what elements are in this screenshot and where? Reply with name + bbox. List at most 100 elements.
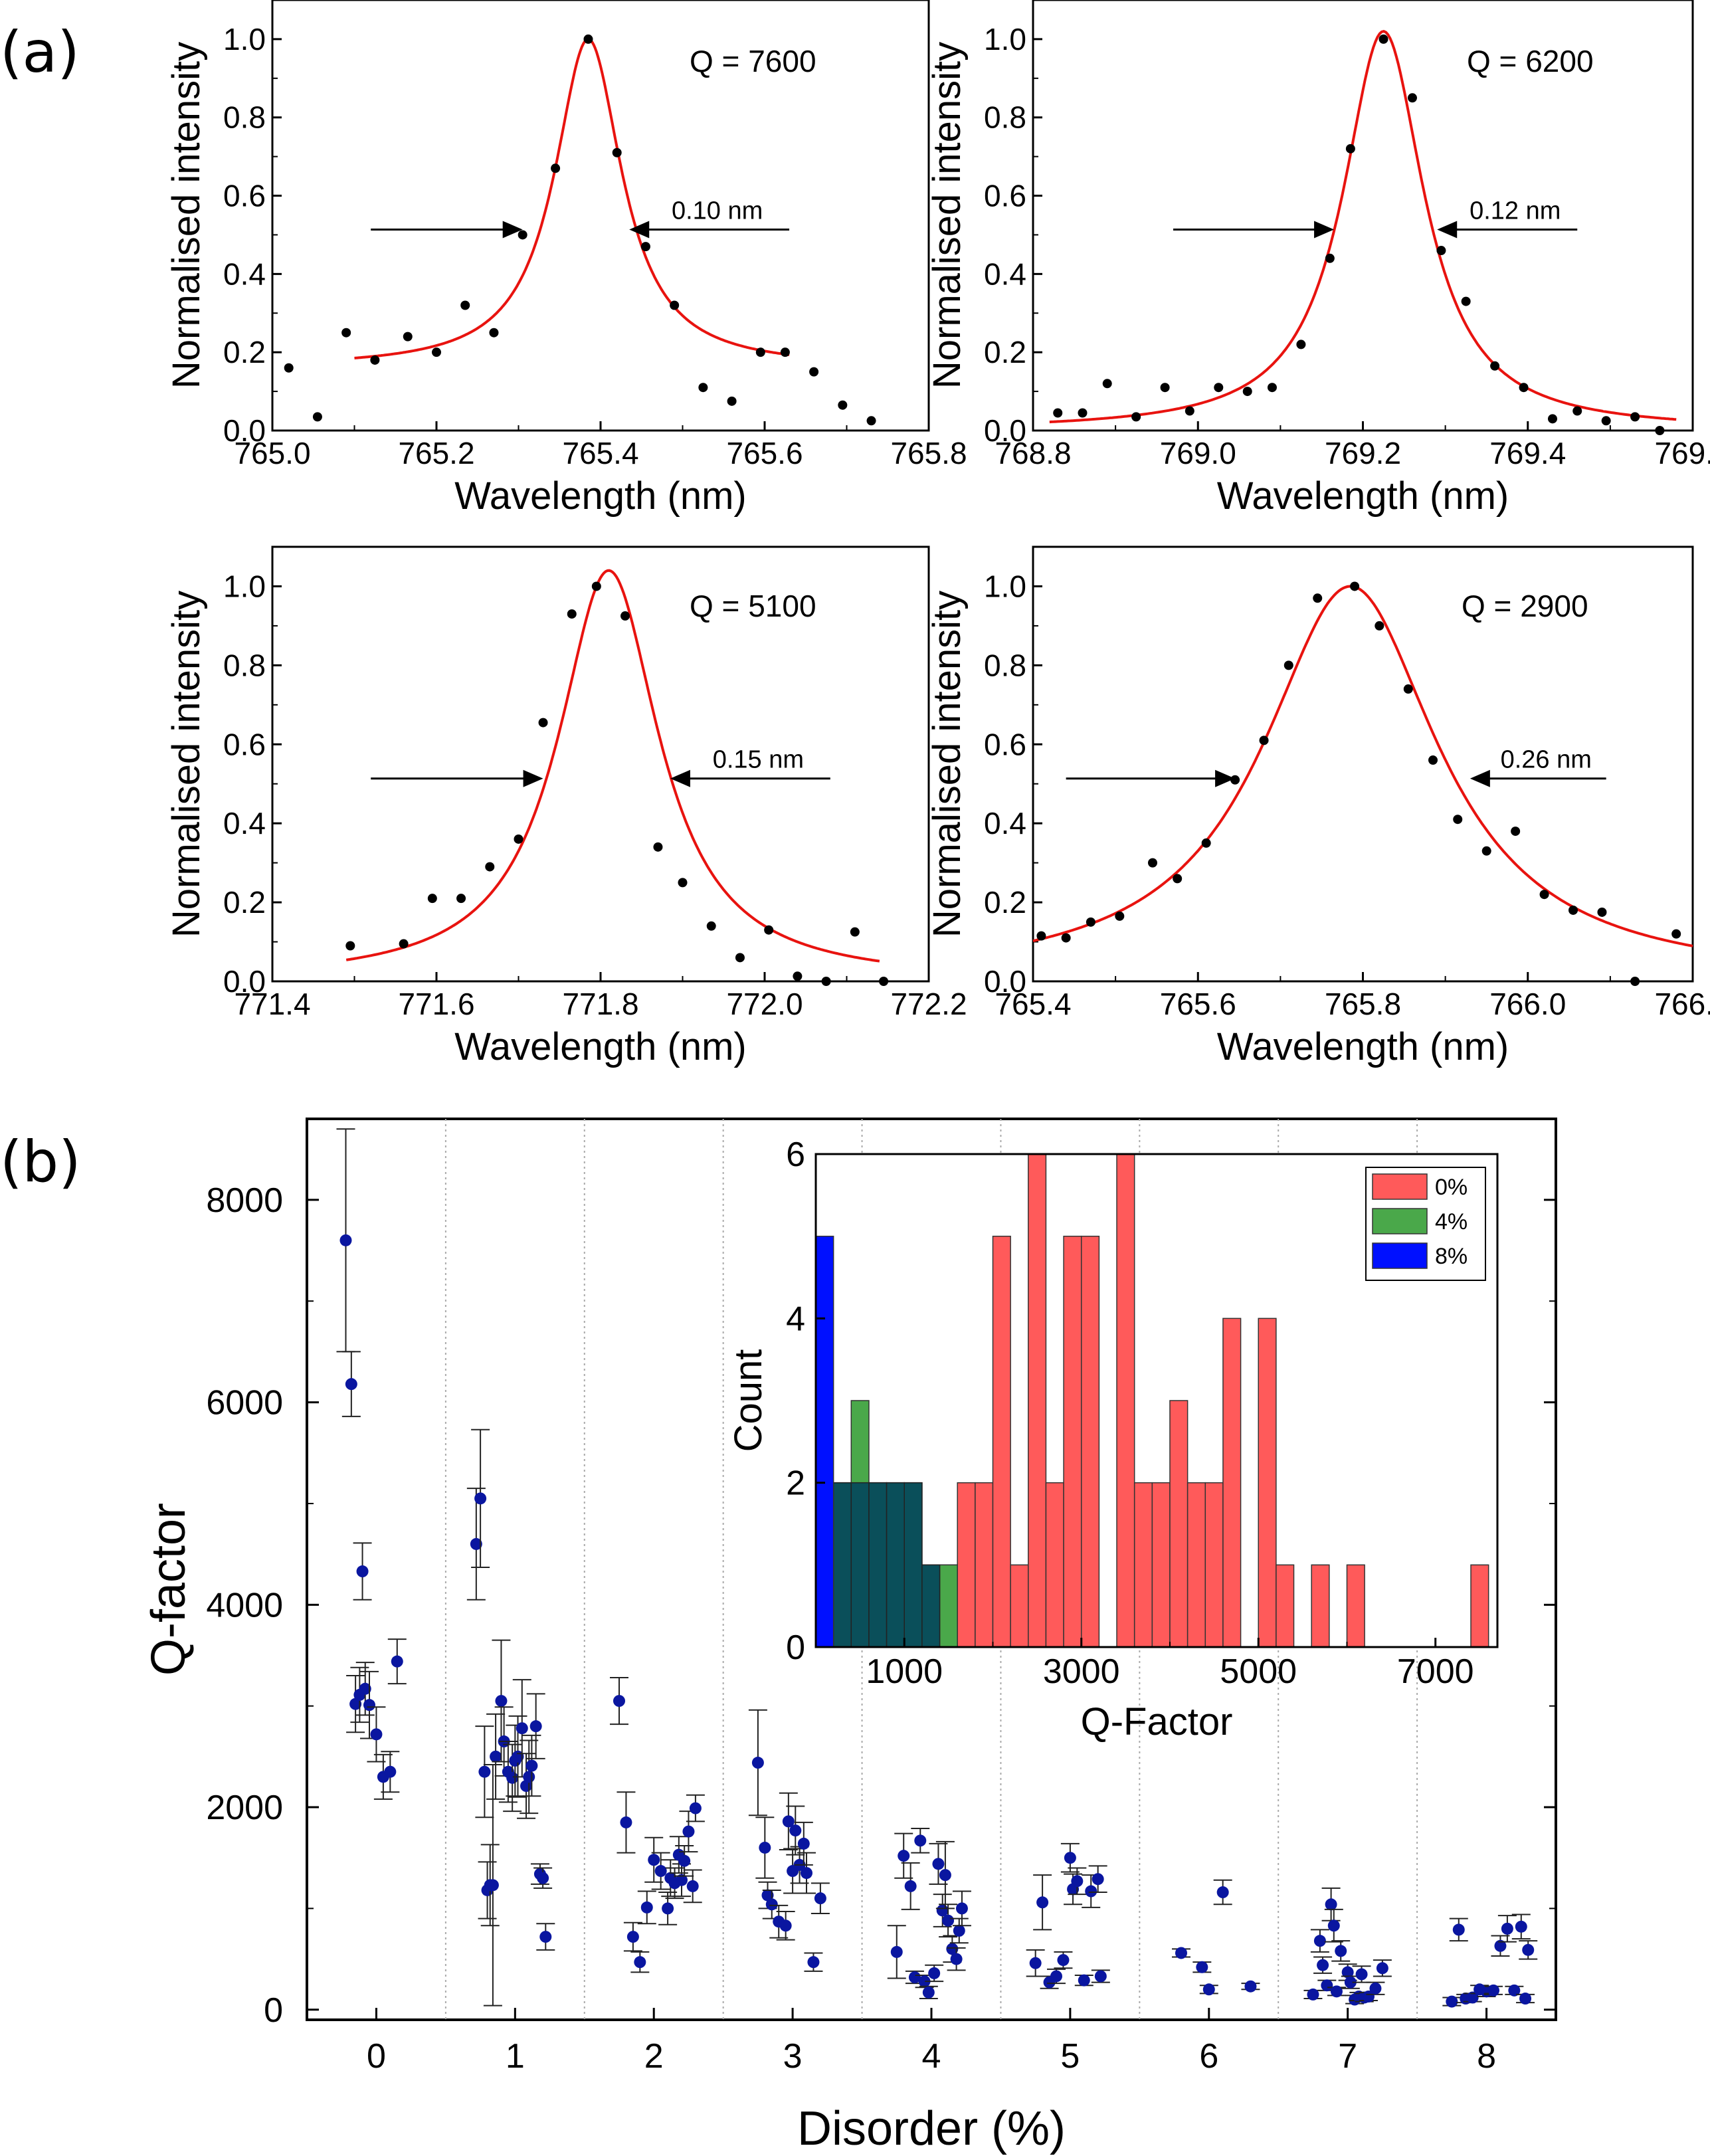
a3-data-point: [485, 862, 495, 872]
a2-xtick-label: 769.2: [1325, 436, 1401, 470]
b-data-point: [814, 1892, 826, 1905]
a2-data-point: [1601, 416, 1611, 426]
chart-a2: 768.8 769.0 769.2 769.4 769.6 0.0 0.2 0.4 0.6 0.8…: [925, 0, 1710, 518]
a3-data-point: [620, 611, 630, 621]
inset-xlabel: Q-Factor: [1081, 1700, 1233, 1743]
a4-data-point: [1147, 858, 1157, 868]
b-data-point: [1522, 1943, 1535, 1956]
b-data-point: [626, 1931, 639, 1943]
b-data-point: [1071, 1875, 1084, 1888]
b-data-point: [914, 1834, 927, 1847]
a4-data-point: [1453, 815, 1463, 825]
a3-data-point: [345, 941, 355, 951]
inset-bar-overlap: [868, 1482, 888, 1648]
b-data-point: [634, 1956, 646, 1969]
a4-xtick-label: 765.8: [1325, 987, 1401, 1021]
b-data-point: [539, 1931, 552, 1943]
a1-data-point: [284, 363, 294, 373]
a3-ytick-label: 0.6: [223, 727, 266, 761]
a2-data-point: [1519, 383, 1529, 393]
b-data-point: [1473, 1983, 1486, 1996]
a2-data-point: [1242, 387, 1252, 397]
a2-data-point: [1053, 408, 1063, 418]
b-data-point: [1029, 1957, 1042, 1969]
a2-linewidth-label: 0.12 nm: [1470, 197, 1561, 225]
a1-xtick-label: 765.6: [726, 436, 803, 470]
a1-data-point: [612, 147, 622, 157]
a4-data-point: [1283, 660, 1293, 670]
b-data-point: [676, 1874, 688, 1886]
a2-data-point: [1078, 408, 1088, 418]
inset-xtick-label: 7000: [1397, 1652, 1474, 1691]
a2-data-point: [1214, 383, 1224, 393]
b-ylabel: Q-factor: [142, 1503, 195, 1676]
b-data-point: [953, 1924, 965, 1937]
b-data-point: [537, 1872, 549, 1884]
b-data-point: [1317, 1959, 1329, 1971]
a2-ytick-label: 0.6: [984, 179, 1026, 213]
a4-data-point: [1511, 827, 1521, 836]
b-data-point: [932, 1858, 945, 1870]
inset-bar-overlap: [921, 1564, 941, 1648]
inset-bar-0pct: [1169, 1400, 1188, 1648]
a3-data-point: [567, 609, 577, 619]
b-data-point: [689, 1802, 702, 1814]
a1-data-point: [489, 328, 499, 338]
inset-ytick-label: 6: [786, 1135, 805, 1174]
a3-xtick-label: 771.4: [234, 987, 310, 1021]
a4-data-point: [1428, 755, 1438, 765]
a3-data-point: [514, 834, 523, 844]
a4-ytick-label: 0.4: [984, 806, 1026, 840]
b-ytick-label: 0: [264, 1991, 283, 2030]
inset-bar-0pct: [1010, 1564, 1029, 1648]
b-xtick-label: 4: [922, 2037, 941, 2076]
inset-legend-swatch: [1372, 1173, 1428, 1200]
b-data-point: [955, 1902, 968, 1915]
inset-bar-0pct: [1151, 1482, 1171, 1648]
b-data-point: [1036, 1896, 1049, 1909]
b-xtick-label: 2: [644, 2037, 664, 2076]
b-data-point: [648, 1854, 660, 1866]
a2-xlabel: Wavelength (nm): [1217, 474, 1509, 518]
b-data-point: [1344, 1976, 1357, 1989]
b-data-point: [1094, 1970, 1107, 1983]
a3-data-point: [764, 925, 774, 935]
a4-data-point: [1481, 846, 1491, 856]
b-data-point: [495, 1695, 508, 1708]
a3-arrow-left-head: [523, 769, 543, 787]
b-data-point: [1064, 1852, 1076, 1864]
b-xtick-label: 0: [367, 2037, 386, 2076]
b-data-point: [1487, 1984, 1499, 1997]
a1-data-point: [432, 347, 441, 357]
b-data-point: [1363, 1990, 1375, 2003]
b-data-point: [918, 1975, 931, 1988]
a2-data-point: [1436, 246, 1446, 256]
inset-legend-label: 0%: [1435, 1175, 1468, 1200]
b-data-point: [1519, 1993, 1532, 2005]
b-data-point: [1466, 1991, 1479, 2004]
b-xlabel: Disorder (%): [797, 2102, 1066, 2155]
a3-xtick-label: 772.0: [726, 987, 803, 1021]
b-data-point: [686, 1880, 699, 1892]
inset-legend-swatch: [1372, 1208, 1428, 1234]
inset-xtick-label: 1000: [866, 1652, 943, 1691]
a1-ytick-label: 0.6: [223, 179, 266, 213]
inset-bar-0pct: [992, 1235, 1011, 1648]
a4-data-point: [1086, 917, 1095, 927]
a4-fit-curve: [1032, 585, 1693, 947]
inset-bar-0pct: [1276, 1564, 1295, 1648]
a2-data-point: [1267, 383, 1277, 393]
a4-linewidth-label: 0.26 nm: [1501, 746, 1592, 774]
a3-xtick-label: 772.2: [890, 987, 967, 1021]
inset-xtick-label: 5000: [1220, 1652, 1297, 1691]
a1-ytick-label: 1.0: [223, 22, 266, 56]
a4-ytick-label: 1.0: [984, 569, 1026, 603]
b-data-point: [761, 1889, 774, 1902]
a3-arrow-right-head: [670, 769, 690, 787]
b-data-point: [1196, 1961, 1208, 1973]
b-data-point: [789, 1824, 802, 1837]
inset-bar-0pct: [1133, 1482, 1153, 1648]
b-data-point: [782, 1815, 795, 1828]
chart-inset: 1000 3000 5000 7000 0 2 4 6 Q-Factor Count 0% 4% 8%: [727, 1135, 1499, 1743]
